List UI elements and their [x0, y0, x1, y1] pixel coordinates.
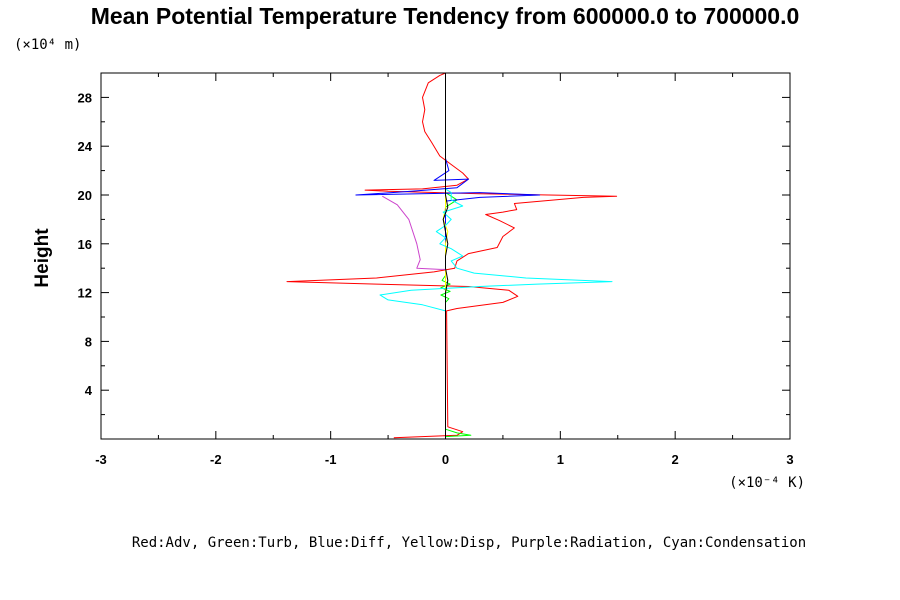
- series-line-turb: [440, 73, 472, 438]
- series-line-adv: [286, 73, 618, 439]
- y-tick-label: 24: [78, 139, 93, 154]
- y-tick-label: 4: [85, 383, 93, 398]
- x-tick-label: -1: [325, 452, 337, 467]
- series-line-radiation: [382, 195, 446, 270]
- x-tick-label: -2: [210, 452, 222, 467]
- x-tick-label: -3: [95, 452, 107, 467]
- chart-title: Mean Potential Temperature Tendency from…: [91, 3, 800, 29]
- series-group: [286, 73, 618, 439]
- series-line-diff: [355, 73, 541, 439]
- y-unit-label: (×10⁴ m): [14, 37, 81, 53]
- series-line-condensation: [379, 73, 613, 432]
- y-tick-label: 12: [78, 286, 92, 301]
- y-tick-label: 8: [85, 334, 92, 349]
- x-tick-label: 2: [672, 452, 679, 467]
- x-tick-label: 3: [786, 452, 793, 467]
- y-tick-label: 16: [78, 237, 92, 252]
- y-axis-label: Height: [32, 228, 53, 288]
- legend-caption: Red:Adv, Green:Turb, Blue:Diff, Yellow:D…: [132, 535, 806, 551]
- y-tick-label: 20: [78, 188, 92, 203]
- x-unit-label: (×10⁻⁴ K): [729, 475, 805, 491]
- series-line-total: [442, 73, 449, 439]
- x-tick-label: 0: [442, 452, 449, 467]
- x-tick-label: 1: [557, 452, 564, 467]
- y-tick-label: 28: [78, 90, 92, 105]
